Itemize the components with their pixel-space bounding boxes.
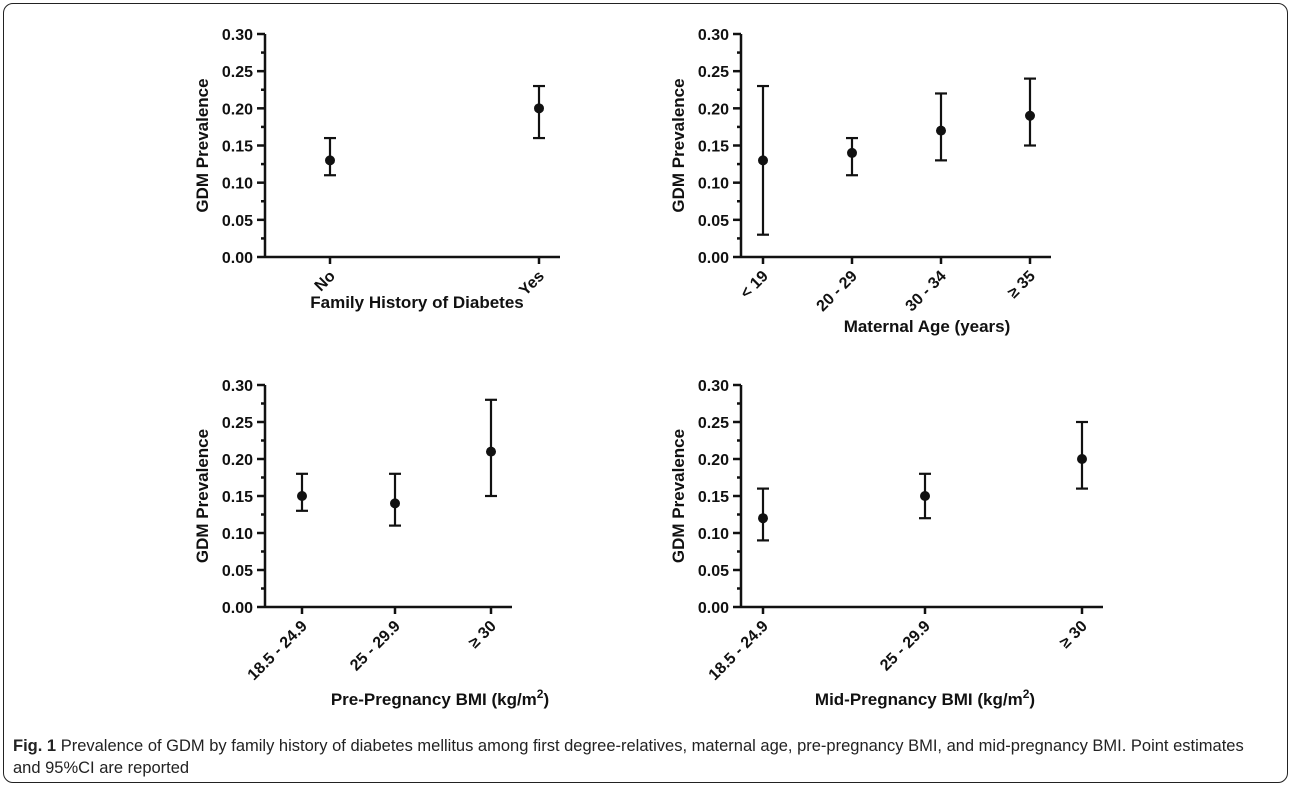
caption-text: Prevalence of GDM by family history of d… xyxy=(13,737,1244,777)
x-tick-label: 18.5 - 24.9 xyxy=(706,618,772,684)
x-tick-label: 25 - 29.9 xyxy=(877,618,934,675)
chart-panel-1: 0.00 0.05 0.10 0.15 0.20 0.25 0.30 GDM Prevalen… xyxy=(193,27,560,312)
y-tick-label: 0.30 xyxy=(222,378,253,395)
y-tick-label: 0.20 xyxy=(222,101,253,118)
x-tick-label: ≥ 30 xyxy=(1057,618,1091,652)
y-tick-label: 0.20 xyxy=(698,452,729,469)
figure-panels: 0.00 0.05 0.10 0.15 0.20 0.25 0.30 GDM Prevalen… xyxy=(193,27,1103,709)
x-tick-label: 30 - 34 xyxy=(903,268,950,315)
x-axis-title: Maternal Age (years) xyxy=(844,317,1011,336)
y-tick-label: 0.25 xyxy=(222,415,253,432)
y-tick-label: 0.00 xyxy=(698,250,729,267)
figure-caption: Fig. 1 Prevalence of GDM by family histo… xyxy=(13,735,1275,779)
x-tick-label: 25 - 29.9 xyxy=(347,618,404,675)
y-tick-label: 0.05 xyxy=(222,213,253,230)
y-tick-label: 0.20 xyxy=(698,101,729,118)
y-axis-title: GDM Prevalence xyxy=(669,429,688,563)
y-tick-label: 0.05 xyxy=(698,213,729,230)
y-tick-label: 0.00 xyxy=(698,600,729,617)
x-axis-title: Pre-Pregnancy BMI (kg/m2) xyxy=(331,687,549,709)
y-tick-label: 0.10 xyxy=(698,176,729,193)
data-point xyxy=(534,103,544,114)
data-point xyxy=(1025,110,1035,121)
caption-label: Fig. 1 xyxy=(13,737,57,755)
x-tick-label: < 19 xyxy=(737,268,771,302)
data-point xyxy=(758,155,768,166)
y-tick-label: 0.10 xyxy=(698,526,729,543)
chart-panel-4: 0.00 0.05 0.10 0.15 0.20 0.25 0.30 GDM Prevalen… xyxy=(669,378,1103,709)
y-tick-label: 0.05 xyxy=(698,563,729,580)
chart-panel-2: 0.00 0.05 0.10 0.15 0.20 0.25 0.30 GDM Prevalen… xyxy=(669,27,1051,336)
y-tick-label: 0.25 xyxy=(698,64,729,81)
data-point xyxy=(390,498,400,509)
y-tick-label: 0.25 xyxy=(222,64,253,81)
y-tick-label: 0.20 xyxy=(222,452,253,469)
x-tick-label: ≥ 35 xyxy=(1005,268,1039,302)
chart-panel-3: 0.00 0.05 0.10 0.15 0.20 0.25 0.30 GDM Prevalen… xyxy=(193,378,549,709)
x-tick-label: 20 - 29 xyxy=(814,268,861,315)
y-tick-label: 0.00 xyxy=(222,250,253,267)
data-point xyxy=(920,491,930,501)
x-tick-label: 18.5 - 24.9 xyxy=(245,618,311,684)
y-tick-label: 0.00 xyxy=(222,600,253,617)
x-axis-title: Family History of Diabetes xyxy=(310,293,524,312)
y-tick-label: 0.10 xyxy=(222,176,253,193)
y-axis-title: GDM Prevalence xyxy=(193,78,212,212)
y-tick-label: 0.15 xyxy=(698,139,729,156)
y-tick-label: 0.15 xyxy=(698,489,729,506)
data-point xyxy=(486,446,496,457)
x-tick-label: No xyxy=(312,268,339,295)
data-point xyxy=(847,147,857,158)
data-point xyxy=(1077,454,1087,464)
data-point xyxy=(758,513,768,524)
y-tick-label: 0.30 xyxy=(222,27,253,44)
data-point xyxy=(936,125,946,136)
y-tick-label: 0.30 xyxy=(698,27,729,44)
y-tick-label: 0.15 xyxy=(222,139,253,156)
y-tick-label: 0.15 xyxy=(222,489,253,506)
y-axis-title: GDM Prevalence xyxy=(193,429,212,563)
data-point xyxy=(297,491,307,501)
y-tick-label: 0.30 xyxy=(698,378,729,395)
data-point xyxy=(325,155,335,166)
y-tick-label: 0.10 xyxy=(222,526,253,543)
x-axis-title: Mid-Pregnancy BMI (kg/m2) xyxy=(815,687,1035,709)
y-tick-label: 0.25 xyxy=(698,415,729,432)
x-tick-label: ≥ 30 xyxy=(466,618,500,652)
y-tick-label: 0.05 xyxy=(222,563,253,580)
figure-frame xyxy=(3,3,1288,783)
y-axis-title: GDM Prevalence xyxy=(669,78,688,212)
